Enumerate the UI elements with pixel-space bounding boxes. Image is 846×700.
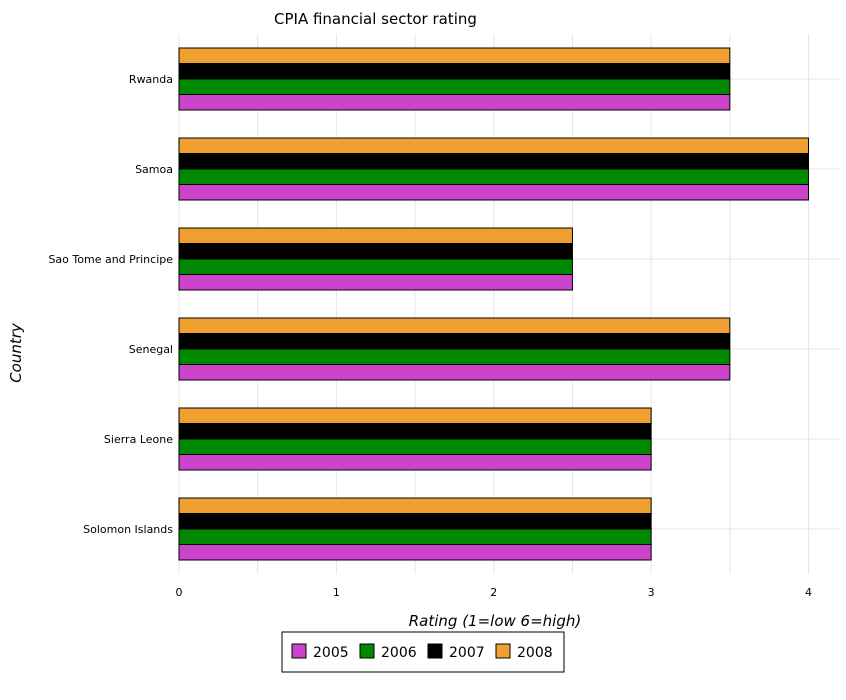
bar-2008-sao-tome-and-principe — [178, 227, 573, 244]
legend-label-2006: 2006 — [381, 645, 417, 661]
bar-2005-sierra-leone — [178, 454, 652, 471]
legend-swatch-2008 — [495, 643, 511, 659]
bar-2006-rwanda — [178, 78, 731, 95]
x-axis-label: Rating (1=low 6=high) — [409, 612, 581, 630]
x-tick-label: 4 — [805, 586, 812, 599]
bar-2007-solomon-islands — [178, 513, 652, 530]
y-tick-label: Samoa — [135, 163, 173, 176]
bar-2005-sao-tome-and-principe — [178, 274, 573, 291]
x-tick-label: 3 — [648, 586, 655, 599]
bar-2005-solomon-islands — [178, 544, 652, 561]
bar-2007-sao-tome-and-principe — [178, 243, 573, 260]
x-tick-label: 0 — [176, 586, 183, 599]
bar-2007-sierra-leone — [178, 423, 652, 440]
bar-2006-samoa — [178, 168, 810, 185]
bar-2005-samoa — [178, 184, 810, 201]
bar-2008-samoa — [178, 137, 810, 154]
bar-2008-rwanda — [178, 47, 731, 64]
x-axis-ticks: 0 1 2 3 4 — [176, 586, 813, 599]
bar-2006-sierra-leone — [178, 438, 652, 455]
y-tick-label: Senegal — [129, 343, 173, 356]
x-tick-label: 2 — [490, 586, 497, 599]
y-axis-ticks: Rwanda Samoa Sao Tome and Principe Senegal S… — [48, 73, 173, 536]
bars — [178, 47, 810, 561]
y-tick-label: Solomon Islands — [83, 523, 173, 536]
legend-box — [281, 631, 565, 673]
legend-swatch-2005 — [291, 643, 307, 659]
legend-label-2005: 2005 — [313, 645, 349, 661]
chart-title: CPIA financial sector rating — [274, 10, 477, 28]
bar-2005-rwanda — [178, 94, 731, 111]
y-axis-label: Country — [7, 322, 25, 383]
legend-label-2008: 2008 — [517, 645, 553, 661]
legend-label-2007: 2007 — [449, 645, 485, 661]
bar-2008-senegal — [178, 317, 731, 334]
legend-swatch-2006 — [359, 643, 375, 659]
bar-2005-senegal — [178, 364, 731, 381]
y-tick-label: Rwanda — [129, 73, 173, 86]
legend-swatch-2007 — [427, 643, 443, 659]
bar-2006-senegal — [178, 348, 731, 365]
bar-2006-solomon-islands — [178, 528, 652, 545]
bar-2007-rwanda — [178, 63, 731, 80]
x-tick-label: 1 — [333, 586, 340, 599]
bar-2007-samoa — [178, 153, 810, 170]
bar-2007-senegal — [178, 333, 731, 350]
y-tick-label: Sierra Leone — [104, 433, 173, 446]
bar-2006-sao-tome-and-principe — [178, 258, 573, 275]
y-tick-label: Sao Tome and Principe — [48, 253, 173, 266]
legend: 2005 2006 2007 2008 — [281, 631, 565, 673]
grid — [178, 34, 840, 574]
bar-2008-sierra-leone — [178, 407, 652, 424]
bar-2008-solomon-islands — [178, 497, 652, 514]
